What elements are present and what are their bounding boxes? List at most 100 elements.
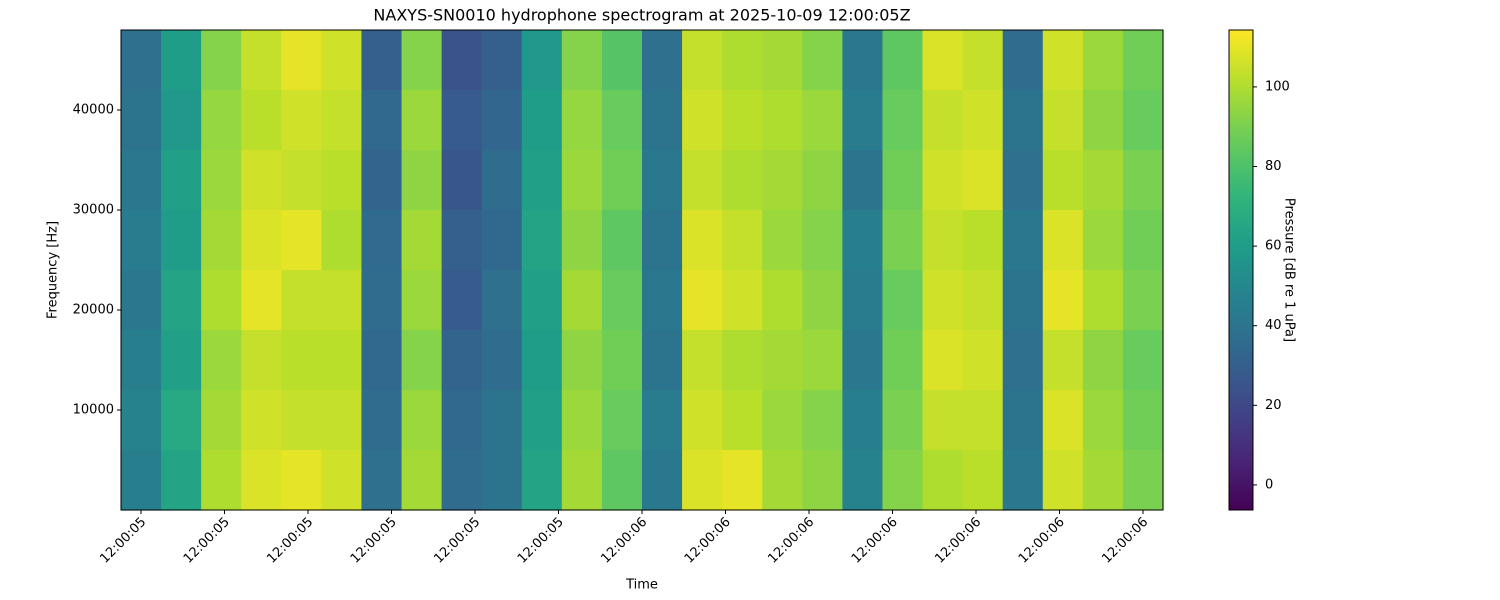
heat-cell [561, 390, 603, 451]
heat-cell [241, 330, 282, 391]
heat-cell [481, 30, 523, 91]
heat-cell [521, 210, 563, 271]
heat-cell [642, 210, 683, 271]
heat-cell [201, 90, 242, 151]
heat-cell [1122, 390, 1164, 451]
heat-cell [642, 30, 683, 91]
heat-cell [722, 330, 763, 391]
x-tick-label: 12:00:05 [181, 515, 233, 567]
heat-cell [561, 150, 603, 211]
heat-cell [682, 150, 723, 211]
heat-cell [241, 90, 282, 151]
heat-cell [1042, 330, 1084, 391]
x-tick-label: 12:00:06 [1016, 515, 1068, 567]
heat-cell [441, 150, 483, 211]
heat-cell [241, 30, 282, 91]
heat-cell [682, 30, 723, 91]
heat-cell [121, 270, 162, 331]
heat-cell [321, 150, 363, 211]
heat-cell [121, 210, 162, 271]
x-tick-label: 12:00:05 [348, 515, 400, 567]
heat-cell [642, 390, 683, 451]
heat-cell [521, 150, 563, 211]
heat-cell [401, 30, 443, 91]
x-tick-label: 12:00:05 [264, 515, 316, 567]
heat-cell [401, 450, 443, 511]
heat-cell [802, 450, 843, 511]
heat-cell [922, 90, 964, 151]
heat-cell [201, 270, 242, 331]
heat-cell [161, 390, 202, 451]
heat-cell [401, 210, 443, 271]
heat-cell [201, 450, 242, 511]
y-tick-label: 10000 [73, 403, 114, 418]
heat-cell [121, 390, 162, 451]
heat-cell [762, 390, 803, 451]
heat-cell [642, 270, 683, 331]
heat-cell [161, 450, 202, 511]
heat-cell [1002, 30, 1044, 91]
heat-cell [1002, 270, 1044, 331]
heat-cell [361, 450, 403, 511]
heat-cell [601, 270, 643, 331]
heat-cell [201, 30, 242, 91]
heat-cell [361, 30, 403, 91]
heat-cell [441, 90, 483, 151]
heat-cell [521, 330, 563, 391]
heat-cell [481, 390, 523, 451]
heat-cell [1042, 90, 1084, 151]
heat-cell [561, 210, 603, 271]
heat-cell [1042, 30, 1084, 91]
heat-cell [161, 270, 202, 331]
heat-cell [281, 210, 322, 271]
heat-cell [161, 150, 202, 211]
heat-cell [481, 150, 523, 211]
heat-cell [601, 150, 643, 211]
heat-cell [361, 270, 403, 331]
heat-cell [201, 390, 242, 451]
heat-cell [1082, 390, 1124, 451]
heat-cell [802, 30, 843, 91]
heat-cell [1042, 390, 1084, 451]
heat-cell [481, 210, 523, 271]
heat-cell [962, 270, 1004, 331]
heat-cell [321, 30, 363, 91]
heat-cell [241, 150, 282, 211]
heat-cell [401, 150, 443, 211]
heat-cell [962, 390, 1004, 451]
heat-cell [882, 90, 924, 151]
heat-cell [1042, 450, 1084, 511]
heat-cell [842, 450, 884, 511]
heat-cell [601, 30, 643, 91]
heat-cell [922, 270, 964, 331]
heat-cell [1002, 450, 1044, 511]
heat-cell [762, 90, 803, 151]
heat-cell [321, 270, 363, 331]
y-tick-label: 20000 [73, 303, 114, 318]
colorbar-tick-label: 0 [1265, 477, 1273, 492]
heat-cell [682, 90, 723, 151]
x-tick-label: 12:00:06 [849, 515, 901, 567]
heat-cell [281, 270, 322, 331]
heat-cell [882, 150, 924, 211]
y-axis-label: Frequency [Hz] [46, 221, 61, 319]
x-tick-label: 12:00:06 [932, 515, 984, 567]
heat-cell [882, 450, 924, 511]
heat-cell [441, 270, 483, 331]
heat-cell [842, 330, 884, 391]
heat-cell [201, 210, 242, 271]
heat-cell [762, 330, 803, 391]
heat-cell [521, 450, 563, 511]
heat-cell [1082, 270, 1124, 331]
heat-cell [922, 30, 964, 91]
heat-cell [521, 90, 563, 151]
heat-cell [121, 330, 162, 391]
heat-cell [962, 210, 1004, 271]
heat-cell [882, 30, 924, 91]
x-tick-label: 12:00:06 [598, 515, 650, 567]
heat-cell [1122, 90, 1164, 151]
heat-cell [161, 210, 202, 271]
heat-cell [802, 330, 843, 391]
heat-cell [842, 270, 884, 331]
heat-cell [802, 270, 843, 331]
